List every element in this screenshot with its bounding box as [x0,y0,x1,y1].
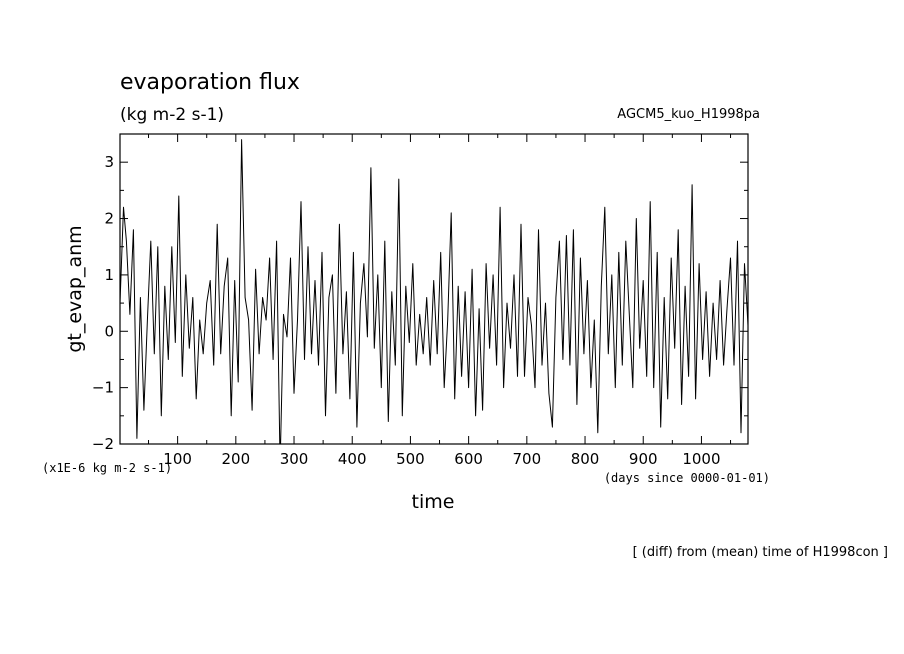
x-tick-label: 100 [163,450,192,468]
x-tick-label: 300 [280,450,309,468]
chart-title: evaporation flux [120,70,300,95]
x-tick-label: 200 [222,450,251,468]
y-unit-label: (x1E-6 kg m-2 s-1) [42,461,172,475]
x-tick-label: 1000 [682,450,720,468]
x-tick-label: 700 [513,450,542,468]
x-tick-label: 400 [338,450,367,468]
y-tick-label: 2 [104,210,114,228]
y-axis-label: gt_evap_anm [64,225,86,352]
x-axis-label: time [412,491,455,513]
x-tick-label: 600 [454,450,483,468]
dataset-label: AGCM5_kuo_H1998pa [617,107,760,122]
footnote: [ (diff) from (mean) time of H1998con ] [633,545,888,560]
x-tick-label: 500 [396,450,425,468]
plot-frame [119,133,749,445]
y-tick-label: −1 [92,379,114,397]
y-tick-label: 3 [104,153,114,171]
y-axis: −2 −1 0 1 2 3 [92,133,748,453]
x-unit-label: (days since 0000-01-01) [604,471,770,485]
x-tick-label: 800 [571,450,600,468]
series-line [120,139,748,444]
chart-subtitle: (kg m-2 s-1) [120,105,224,125]
y-tick-label: 1 [104,266,114,284]
y-tick-label: 0 [104,322,114,340]
series-group [120,139,748,444]
x-axis: 100 200 300 400 500 600 700 800 900 1000 [148,134,732,468]
x-tick-label: 900 [629,450,658,468]
y-tick-label: −2 [92,435,114,453]
